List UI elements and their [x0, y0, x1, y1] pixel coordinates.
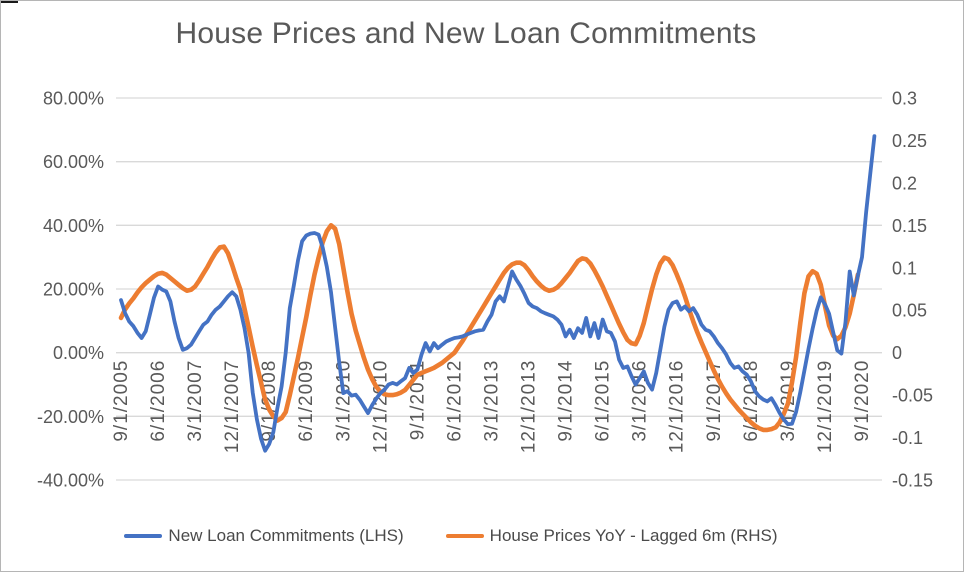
series-line-house-prices-lagged [118, 223, 861, 433]
left-axis-tick-label: 20.00% [43, 280, 104, 300]
left-axis-tick-label: 40.00% [43, 216, 104, 236]
left-axis-tick-label: -40.00% [37, 471, 104, 491]
screen-corner-artifact [1, 1, 18, 3]
x-axis-tick-label: 3/1/2010 [333, 360, 354, 442]
right-axis-tick-label: 0.3 [892, 89, 917, 109]
x-axis-tick-label: 9/1/2005 [111, 360, 132, 442]
x-axis-tick-label: 6/1/2009 [296, 360, 317, 442]
x-axis-tick-label: 3/1/2013 [482, 360, 503, 442]
x-axis-tick-label: 12/1/2019 [815, 360, 836, 454]
x-axis-tick-label: 9/1/2020 [852, 360, 873, 442]
x-axis-tick-label: 3/1/2016 [630, 360, 651, 442]
left-axis-tick-label: -20.00% [37, 407, 104, 427]
right-axis-tick-label: 0.05 [892, 301, 927, 321]
legend-item-new-loan-commitments: New Loan Commitments (LHS) [124, 526, 404, 546]
legend-line-swatch [445, 533, 484, 539]
right-axis-tick-label: 0.1 [892, 258, 917, 278]
right-axis-tick-label: -0.15 [892, 471, 933, 491]
x-axis-tick-label: 6/1/2018 [741, 360, 762, 442]
right-axis-tick-label: -0.05 [892, 386, 933, 406]
left-axis-tick-label: 80.00% [43, 89, 104, 109]
x-axis-tick-label: 6/1/2012 [444, 360, 465, 442]
right-axis-tick-label: 0 [892, 343, 902, 363]
legend-line-swatch [124, 533, 163, 539]
right-axis-tick-label: -0.1 [892, 428, 923, 448]
x-axis-tick-label: 3/1/2007 [185, 360, 206, 442]
x-axis-tick-label: 9/1/2014 [556, 360, 577, 442]
legend-item-house-prices-lagged: House Prices YoY - Lagged 6m (RHS) [445, 526, 778, 546]
chart-title: House Prices and New Loan Commitments [175, 17, 757, 50]
x-axis-tick-label: 12/1/2016 [667, 360, 688, 454]
right-axis-tick-label: 0.2 [892, 173, 917, 193]
left-axis-tick-label: 0.00% [53, 343, 104, 363]
x-axis-tick-label: 12/1/2013 [519, 360, 540, 454]
x-axis-tick-label: 6/1/2015 [593, 360, 614, 442]
left-axis-tick-label: 60.00% [43, 152, 104, 172]
legend-label: House Prices YoY - Lagged 6m (RHS) [489, 526, 778, 545]
legend-label: New Loan Commitments (LHS) [168, 526, 404, 545]
chart-legend: New Loan Commitments (LHS) House Prices Y… [1, 519, 901, 553]
x-axis-tick-label: 6/1/2006 [148, 360, 169, 442]
series-line-new-loan-commitments [119, 134, 877, 453]
right-axis-tick-label: 0.25 [892, 131, 927, 151]
x-axis-tick-label: 12/1/2007 [222, 360, 243, 454]
right-axis-tick-label: 0.15 [892, 216, 927, 236]
